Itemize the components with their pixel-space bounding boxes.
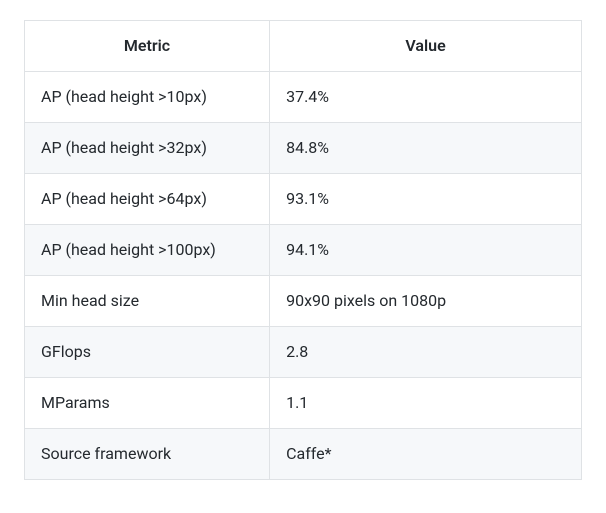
cell-metric: Min head size <box>25 276 270 327</box>
table-row: AP (head height >64px) 93.1% <box>25 174 582 225</box>
cell-metric: MParams <box>25 378 270 429</box>
cell-metric: GFlops <box>25 327 270 378</box>
cell-value: 37.4% <box>270 72 582 123</box>
cell-value: 1.1 <box>270 378 582 429</box>
cell-metric: AP (head height >10px) <box>25 72 270 123</box>
table-row: AP (head height >10px) 37.4% <box>25 72 582 123</box>
cell-value: 90x90 pixels on 1080p <box>270 276 582 327</box>
table-row: AP (head height >100px) 94.1% <box>25 225 582 276</box>
cell-metric: AP (head height >32px) <box>25 123 270 174</box>
cell-value: 84.8% <box>270 123 582 174</box>
table-container: Metric Value AP (head height >10px) 37.4… <box>0 0 606 500</box>
table-row: GFlops 2.8 <box>25 327 582 378</box>
table-row: MParams 1.1 <box>25 378 582 429</box>
table-row: Source framework Caffe* <box>25 429 582 480</box>
cell-metric: Source framework <box>25 429 270 480</box>
cell-value: Caffe* <box>270 429 582 480</box>
cell-value: 93.1% <box>270 174 582 225</box>
metrics-table: Metric Value AP (head height >10px) 37.4… <box>24 20 582 480</box>
cell-value: 2.8 <box>270 327 582 378</box>
table-row: AP (head height >32px) 84.8% <box>25 123 582 174</box>
column-header-value: Value <box>270 21 582 72</box>
column-header-metric: Metric <box>25 21 270 72</box>
cell-metric: AP (head height >64px) <box>25 174 270 225</box>
cell-value: 94.1% <box>270 225 582 276</box>
table-row: Min head size 90x90 pixels on 1080p <box>25 276 582 327</box>
cell-metric: AP (head height >100px) <box>25 225 270 276</box>
table-header-row: Metric Value <box>25 21 582 72</box>
